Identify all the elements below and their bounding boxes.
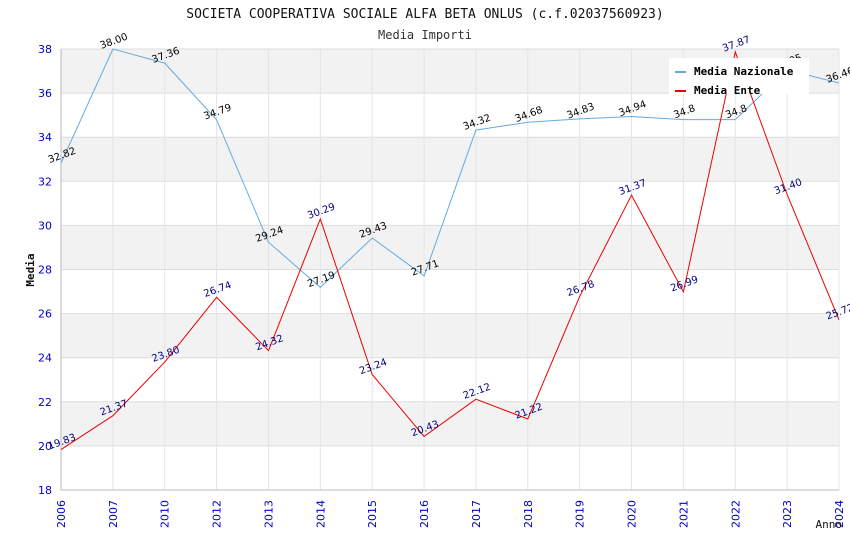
y-tick-label: 20 (38, 440, 52, 453)
y-axis-label: Media (24, 253, 37, 286)
x-tick-label: 2007 (107, 500, 120, 528)
x-axis-ticks: 2006 2007 2010 2012 2013 2014 2015 2016 2017 2018… (55, 500, 846, 528)
background-band (61, 225, 839, 270)
x-tick-label: 2014 (314, 500, 327, 528)
legend-label: Media Ente (694, 84, 761, 97)
y-tick-label: 36 (38, 87, 52, 100)
y-tick-label: 28 (38, 264, 52, 277)
y-tick-label: 22 (38, 396, 52, 409)
background-band (61, 313, 839, 358)
series-lines (60, 48, 840, 451)
legend-box (669, 58, 809, 94)
x-tick-label: 2012 (211, 500, 224, 528)
y-tick-label: 38 (38, 43, 52, 56)
x-tick-label: 2024 (833, 500, 846, 528)
y-tick-label: 24 (38, 352, 52, 365)
series-line-media-ente (60, 50, 840, 451)
x-tick-label: 2016 (418, 500, 431, 528)
y-tick-label: 34 (38, 131, 52, 144)
x-tick-label: 2019 (574, 500, 587, 528)
background-band (61, 269, 839, 314)
x-axis-label: Anno (816, 518, 843, 531)
x-tick-label: 2013 (262, 500, 275, 528)
background-band (61, 445, 839, 490)
y-tick-label: 26 (38, 308, 52, 321)
plot-background-bands (61, 49, 839, 490)
background-band (61, 401, 839, 446)
chart-subtitle: Media Importi (378, 28, 472, 42)
x-tick-label: 2018 (522, 500, 535, 528)
x-tick-label: 2017 (470, 500, 483, 528)
x-tick-label: 2021 (677, 500, 690, 528)
legend-label: Media Nazionale (694, 65, 794, 78)
series-line-media-nazionale (60, 48, 840, 289)
x-tick-label: 2023 (781, 500, 794, 528)
y-axis-ticks: 18 20 22 24 26 28 30 32 34 36 38 (38, 43, 52, 497)
y-tick-label: 30 (38, 219, 52, 232)
background-band (61, 93, 839, 138)
x-tick-label: 2015 (366, 500, 379, 528)
background-band (61, 137, 839, 182)
axes (60, 49, 839, 491)
x-tick-label: 2010 (159, 500, 172, 528)
background-band (61, 357, 839, 402)
x-tick-label: 2022 (729, 500, 742, 528)
x-tick-label: 2020 (626, 500, 639, 528)
y-tick-label: 18 (38, 484, 52, 497)
chart-title: SOCIETA COOPERATIVA SOCIALE ALFA BETA ON… (186, 7, 663, 22)
x-tick-label: 2006 (55, 500, 68, 528)
y-tick-label: 32 (38, 175, 52, 188)
legend: Media Nazionale Media Ente (669, 58, 809, 97)
